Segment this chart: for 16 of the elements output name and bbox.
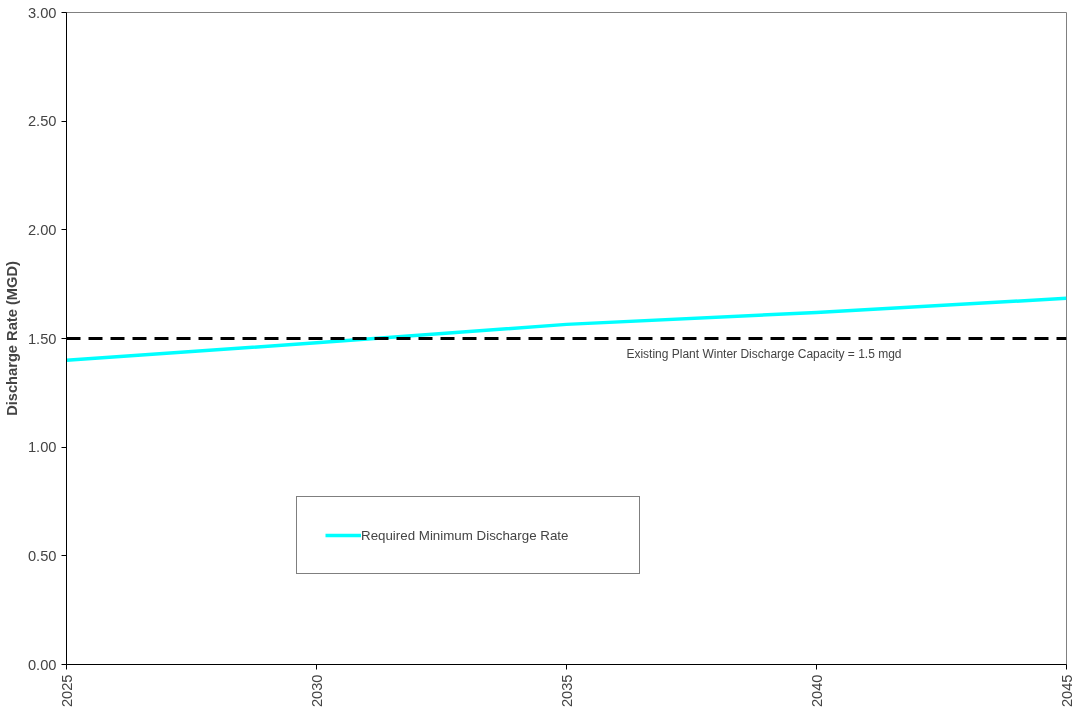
line-series	[66, 296, 1067, 362]
x-tick-label: 2030	[308, 674, 325, 708]
y-tick-label: 0.00	[27, 656, 57, 673]
y-tick-label: 3.00	[27, 4, 57, 21]
y-tick-label: 1.50	[27, 330, 57, 347]
x-tick-label: 2025	[58, 674, 75, 708]
x-tick-label: 2035	[558, 674, 575, 708]
legend-label: Required Minimum Discharge Rate	[361, 527, 570, 543]
x-tick-label: 2040	[808, 674, 825, 708]
y-tick-label: 0.50	[27, 547, 57, 564]
y-tick-label: 2.00	[27, 221, 57, 238]
y-axis-title: Discharge Rate (MGD)	[3, 261, 20, 416]
ref-line-label: Existing Plant Winter Discharge Capacity = 1.5 mgd	[626, 346, 902, 361]
y-tick-label: 1.00	[27, 439, 57, 456]
x-tick-label: 2045	[1058, 674, 1075, 708]
y-tick-label: 2.50	[27, 113, 57, 130]
